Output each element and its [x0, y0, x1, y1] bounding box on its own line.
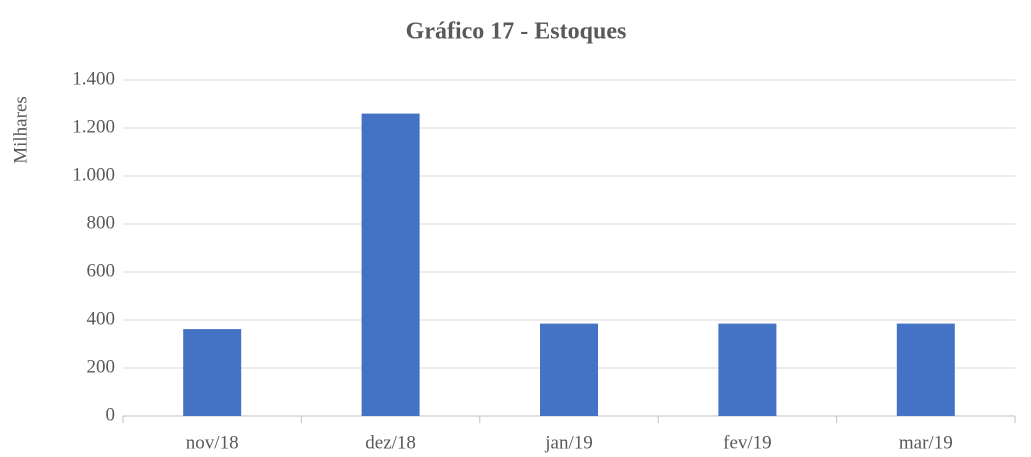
bar	[540, 323, 598, 416]
x-tick-label: nov/18	[186, 432, 239, 453]
y-tick-label: 1.400	[72, 68, 115, 89]
y-tick-label: 1.200	[72, 116, 115, 137]
y-tick-label: 400	[87, 308, 116, 329]
bar	[361, 113, 420, 416]
y-tick-label: 0	[106, 404, 116, 425]
x-tick-label: jan/19	[544, 432, 593, 453]
bar	[183, 329, 242, 416]
y-tick-label: 800	[87, 212, 116, 233]
bar	[718, 323, 777, 416]
y-tick-label: 600	[87, 260, 116, 281]
bar	[896, 323, 955, 416]
y-tick-label: 1.000	[72, 164, 115, 185]
x-tick-label: fev/19	[723, 432, 772, 453]
y-tick-label: 200	[87, 356, 116, 377]
y-axis-label: Milhares	[10, 96, 31, 164]
x-tick-label: mar/19	[899, 432, 953, 453]
x-tick-label: dez/18	[365, 432, 416, 453]
chart-title: Gráfico 17 - Estoques	[406, 19, 627, 45]
